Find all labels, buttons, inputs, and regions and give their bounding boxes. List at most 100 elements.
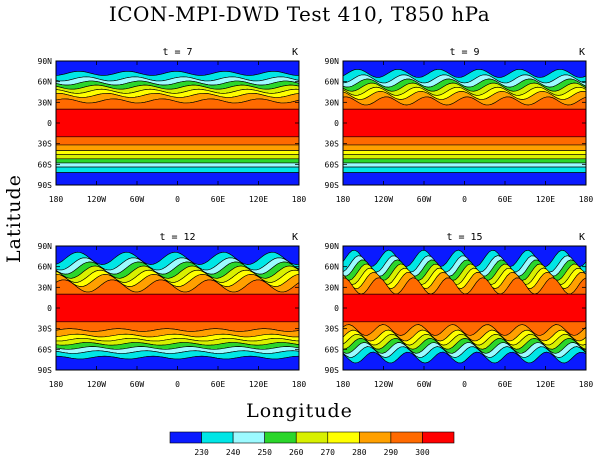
x-tick-label: 120W xyxy=(87,380,106,389)
y-tick-label: 0 xyxy=(47,304,52,313)
x-tick-label: 180 xyxy=(49,195,64,204)
colorbar-box xyxy=(264,431,297,444)
y-tick-label: 30S xyxy=(38,325,53,334)
colorbar-label: 240 xyxy=(226,448,241,457)
temperature-band xyxy=(343,144,586,151)
colorbar-box xyxy=(422,431,455,444)
y-tick-label: 90N xyxy=(325,57,340,66)
x-tick-label: 0 xyxy=(462,380,467,389)
panel-title: t = 9 xyxy=(449,47,479,58)
x-tick-label: 120W xyxy=(374,195,393,204)
y-tick-label: 60N xyxy=(38,78,53,87)
x-tick-label: 0 xyxy=(175,380,180,389)
y-tick-label: 30N xyxy=(325,283,340,292)
y-tick-label: 90S xyxy=(325,366,340,375)
x-tick-label: 0 xyxy=(175,195,180,204)
x-tick-label: 180 xyxy=(336,380,351,389)
y-tick-label: 0 xyxy=(334,119,339,128)
colorbar-box xyxy=(390,431,423,444)
temperature-band xyxy=(343,150,586,155)
temperature-band xyxy=(56,108,299,138)
panel-2: t = 9 K 90N 60N 30N 0 30S 60S 90S 180 120W 60W 0 60E 1… xyxy=(325,47,594,204)
panel-units: K xyxy=(579,232,585,243)
temperature-band xyxy=(56,158,299,164)
x-tick-label: 180 xyxy=(579,195,594,204)
x-tick-label: 180 xyxy=(336,195,351,204)
y-tick-label: 60S xyxy=(325,160,340,169)
y-tick-label: 30S xyxy=(325,140,340,149)
x-tick-label: 60W xyxy=(417,380,432,389)
temperature-band xyxy=(343,108,586,138)
temperature-band xyxy=(56,355,299,370)
x-tick-label: 180 xyxy=(292,195,307,204)
temperature-band xyxy=(56,150,299,155)
panel-units: K xyxy=(292,47,298,58)
temperature-band xyxy=(343,136,586,146)
colorbar-box xyxy=(359,431,392,444)
temperature-band xyxy=(343,351,586,370)
colorbar-label: 270 xyxy=(321,448,336,457)
y-tick-label: 30N xyxy=(325,98,340,107)
x-axis-label: Longitude xyxy=(246,400,353,422)
x-tick-label: 60E xyxy=(498,195,513,204)
y-tick-label: 60S xyxy=(38,160,53,169)
y-tick-label: 90S xyxy=(325,181,340,190)
y-tick-label: 30S xyxy=(38,140,53,149)
temperature-band xyxy=(343,293,586,323)
temperature-band xyxy=(343,166,586,173)
colorbar-box xyxy=(169,431,202,444)
x-tick-label: 120E xyxy=(536,380,555,389)
colorbar-box xyxy=(327,431,360,444)
y-tick-label: 90N xyxy=(38,242,53,251)
temperature-band xyxy=(56,162,299,168)
y-tick-label: 60N xyxy=(325,78,340,87)
temperature-band xyxy=(343,158,586,164)
x-tick-label: 60E xyxy=(211,380,226,389)
y-tick-label: 90S xyxy=(38,181,53,190)
y-tick-label: 90N xyxy=(38,57,53,66)
panel-1: t = 7 K 90N 60N 30N 0 30S 60S 90S 180 120W 60W 0 60E 1… xyxy=(38,47,307,204)
panel-plot-area xyxy=(343,246,586,370)
x-tick-label: 60E xyxy=(498,380,513,389)
panel-4: t = 15 K 90N 60N 30N 0 30S 60S 90S 180 120W 60W 0 60E… xyxy=(325,232,594,389)
panel-title: t = 7 xyxy=(162,47,192,58)
colorbar-label: 300 xyxy=(415,448,430,457)
panel-title: t = 12 xyxy=(159,232,195,243)
y-tick-label: 0 xyxy=(334,304,339,313)
x-tick-label: 60E xyxy=(211,195,226,204)
temperature-band xyxy=(56,136,299,146)
y-tick-label: 30N xyxy=(38,283,53,292)
figure-title: ICON-MPI-DWD Test 410, T850 hPa xyxy=(108,2,491,26)
panel-plot-area xyxy=(56,246,299,370)
colorbar-label: 230 xyxy=(194,448,209,457)
colorbar-box xyxy=(201,431,234,444)
x-tick-label: 60W xyxy=(130,380,145,389)
colorbar-box xyxy=(295,431,329,444)
x-tick-label: 180 xyxy=(579,380,594,389)
panel-3: t = 12 K 90N 60N 30N 0 30S 60S 90S 180 120W 60W 0 60E… xyxy=(38,232,307,389)
x-tick-label: 60W xyxy=(417,195,432,204)
x-tick-label: 120E xyxy=(536,195,555,204)
panel-units: K xyxy=(579,47,585,58)
x-tick-label: 180 xyxy=(49,380,64,389)
temperature-band xyxy=(56,166,299,173)
x-tick-label: 120E xyxy=(249,195,268,204)
y-tick-label: 30S xyxy=(325,325,340,334)
colorbar-label: 280 xyxy=(352,448,367,457)
colorbar-label: 250 xyxy=(257,448,272,457)
colorbar: 230 240 250 260 270 280 290 300 xyxy=(169,431,455,457)
y-tick-label: 60N xyxy=(325,263,340,272)
y-tick-label: 90N xyxy=(325,242,340,251)
panel-plot-area xyxy=(343,61,586,185)
panel-plot-area xyxy=(56,61,299,185)
x-tick-label: 0 xyxy=(462,195,467,204)
y-tick-label: 0 xyxy=(47,119,52,128)
y-tick-label: 60S xyxy=(325,345,340,354)
y-tick-label: 30N xyxy=(38,98,53,107)
x-tick-label: 60W xyxy=(130,195,145,204)
x-tick-label: 120W xyxy=(374,380,393,389)
temperature-band xyxy=(343,154,586,160)
temperature-band xyxy=(56,154,299,160)
y-tick-label: 90S xyxy=(38,366,53,375)
